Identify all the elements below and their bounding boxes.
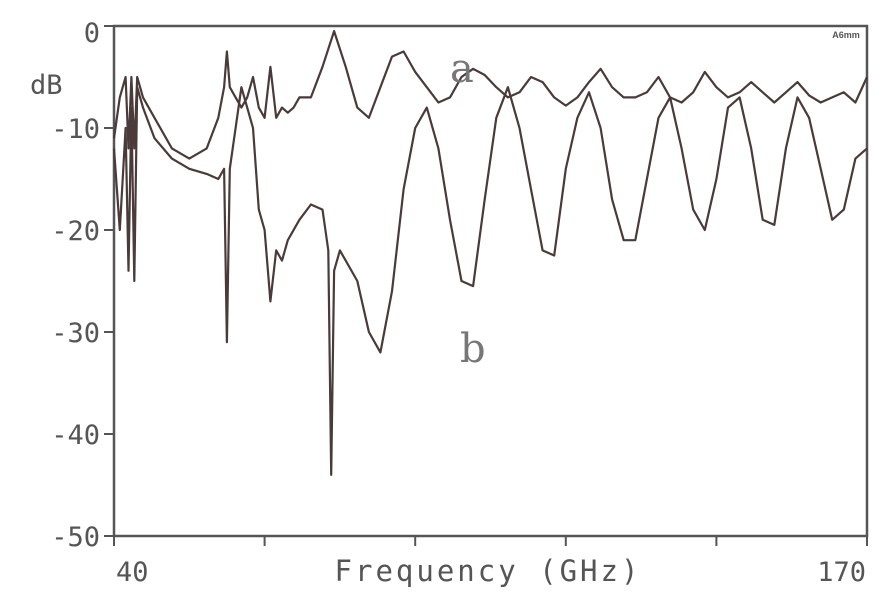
plot-frame <box>112 24 869 538</box>
y-axis-ticks: 0 -10 -20 -30 -40 -50 <box>51 18 114 553</box>
y-tick-label: -50 <box>51 522 100 553</box>
y-tick-label: -20 <box>51 216 100 247</box>
series-group <box>112 30 869 476</box>
x-axis-ticks <box>113 536 868 546</box>
x-axis-label: Frequency (GHz) <box>335 554 642 588</box>
curve-label-a: a <box>450 46 474 92</box>
series-line-a <box>112 30 869 160</box>
y-tick-label: -40 <box>51 420 100 451</box>
y-axis-unit-label: dB <box>30 70 63 101</box>
series-line-b <box>112 86 868 476</box>
y-tick-label: -10 <box>51 114 100 145</box>
y-tick-label: -30 <box>51 318 100 349</box>
x-tick-label-min: 40 <box>116 557 149 588</box>
y-tick-label: 0 <box>84 18 100 49</box>
x-tick-label-max: 170 <box>817 557 866 588</box>
corner-mark: A6mm <box>832 30 860 40</box>
curve-label-b: b <box>460 326 486 372</box>
